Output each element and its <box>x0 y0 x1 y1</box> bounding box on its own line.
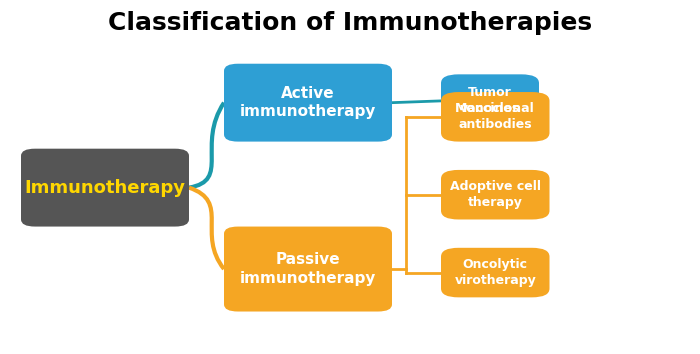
Text: Adoptive cell
therapy: Adoptive cell therapy <box>449 180 540 209</box>
Text: Tumor
vaccines: Tumor vaccines <box>460 86 520 115</box>
Text: Oncolytic
virotherapy: Oncolytic virotherapy <box>454 258 536 287</box>
FancyBboxPatch shape <box>441 74 539 127</box>
Text: Monoclonal
antibodies: Monoclonal antibodies <box>456 102 535 131</box>
Text: Immunotherapy: Immunotherapy <box>25 179 186 196</box>
FancyBboxPatch shape <box>441 248 550 297</box>
Text: Passive
immunotherapy: Passive immunotherapy <box>240 252 376 286</box>
FancyBboxPatch shape <box>224 227 392 312</box>
FancyBboxPatch shape <box>21 149 189 227</box>
FancyBboxPatch shape <box>441 92 550 142</box>
FancyBboxPatch shape <box>441 170 550 219</box>
FancyBboxPatch shape <box>224 64 392 142</box>
Text: Active
immunotherapy: Active immunotherapy <box>240 86 376 119</box>
Text: Classification of Immunotherapies: Classification of Immunotherapies <box>108 11 592 35</box>
